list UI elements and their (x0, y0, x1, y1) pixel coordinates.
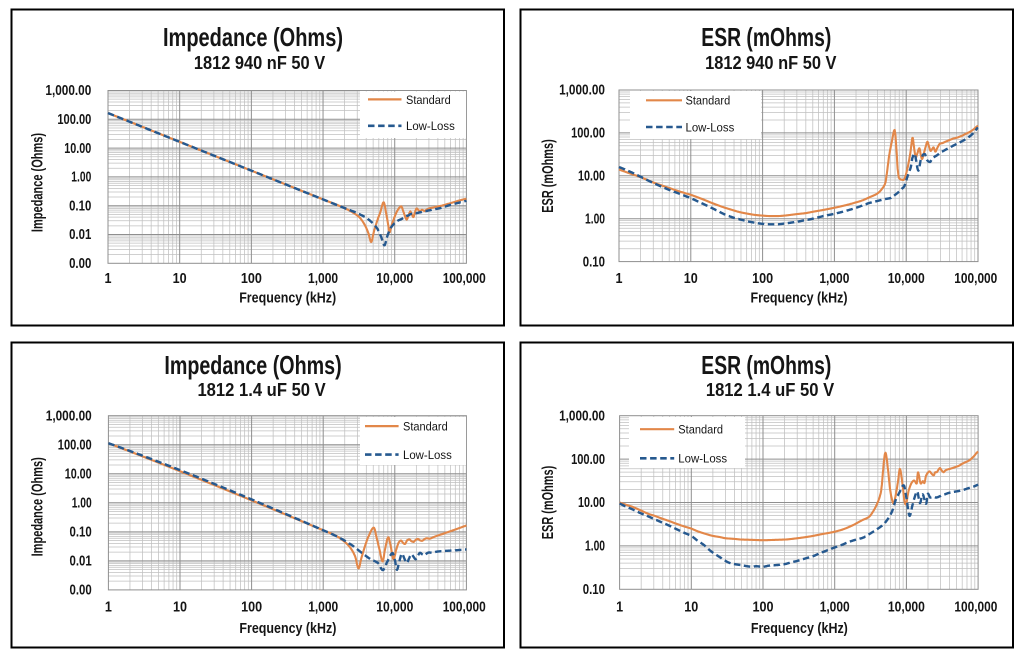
svg-text:ESR (mOhms): ESR (mOhms) (540, 139, 557, 213)
svg-text:1,000: 1,000 (820, 600, 850, 616)
svg-text:0.10: 0.10 (583, 582, 605, 598)
svg-text:1812 940 nF 50 V: 1812 940 nF 50 V (705, 53, 836, 73)
svg-text:0.00: 0.00 (69, 256, 91, 272)
svg-text:Impedance (Ohms): Impedance (Ohms) (163, 22, 343, 52)
svg-text:1: 1 (616, 600, 623, 616)
svg-text:10,000: 10,000 (888, 600, 925, 616)
svg-text:10,000: 10,000 (376, 600, 413, 616)
svg-text:Impedance (Ohms): Impedance (Ohms) (29, 133, 46, 232)
svg-text:10: 10 (173, 271, 187, 287)
svg-text:Frequency (kHz): Frequency (kHz) (751, 620, 848, 637)
svg-text:Low-Loss: Low-Loss (406, 119, 455, 133)
svg-text:Low-Loss: Low-Loss (403, 448, 452, 462)
svg-text:1: 1 (105, 271, 112, 287)
svg-text:Frequency (kHz): Frequency (kHz) (751, 290, 848, 307)
svg-text:Frequency (kHz): Frequency (kHz) (239, 620, 336, 637)
svg-text:10: 10 (684, 271, 698, 287)
svg-text:0.10: 0.10 (69, 198, 91, 214)
svg-text:100: 100 (753, 600, 774, 616)
svg-text:100.00: 100.00 (571, 126, 605, 142)
svg-text:1812 1.4 uF 50 V: 1812 1.4 uF 50 V (197, 380, 325, 400)
svg-text:1,000: 1,000 (308, 600, 338, 616)
svg-text:1,000: 1,000 (308, 271, 338, 287)
svg-text:Frequency (kHz): Frequency (kHz) (239, 290, 336, 307)
svg-text:0.10: 0.10 (583, 254, 605, 270)
svg-text:Standard: Standard (686, 94, 731, 108)
svg-text:100,000: 100,000 (954, 600, 997, 616)
svg-text:1,000: 1,000 (819, 271, 849, 287)
svg-text:100,000: 100,000 (443, 600, 486, 616)
svg-text:10.00: 10.00 (65, 466, 92, 482)
svg-text:10.00: 10.00 (578, 495, 605, 511)
svg-text:ESR (mOhms): ESR (mOhms) (701, 350, 831, 380)
svg-text:0.01: 0.01 (70, 554, 92, 570)
svg-text:Standard: Standard (406, 93, 451, 107)
svg-text:10.00: 10.00 (64, 141, 91, 157)
svg-text:10.00: 10.00 (578, 169, 605, 185)
svg-text:10,000: 10,000 (376, 271, 413, 287)
svg-text:10: 10 (684, 600, 698, 616)
svg-text:Low-Loss: Low-Loss (686, 120, 735, 134)
svg-text:ESR (mOhms): ESR (mOhms) (540, 466, 557, 540)
svg-text:1.00: 1.00 (585, 539, 605, 555)
svg-text:1,000.00: 1,000.00 (46, 408, 92, 424)
svg-text:Standard: Standard (403, 420, 448, 434)
svg-text:1: 1 (105, 600, 112, 616)
svg-text:100.00: 100.00 (58, 437, 92, 453)
svg-text:0.01: 0.01 (69, 227, 91, 243)
svg-text:1.00: 1.00 (72, 495, 92, 511)
svg-text:100.00: 100.00 (57, 112, 91, 128)
svg-text:100,000: 100,000 (443, 271, 486, 287)
svg-text:1,000.00: 1,000.00 (559, 83, 605, 99)
svg-text:Standard: Standard (678, 423, 723, 437)
svg-text:10,000: 10,000 (888, 271, 925, 287)
svg-text:10: 10 (173, 600, 187, 616)
svg-text:Impedance (Ohms): Impedance (Ohms) (29, 457, 46, 556)
svg-text:0.00: 0.00 (70, 583, 92, 599)
svg-text:100,000: 100,000 (954, 271, 997, 287)
svg-text:1,000.00: 1,000.00 (45, 83, 91, 99)
svg-text:100: 100 (241, 600, 262, 616)
svg-text:1,000.00: 1,000.00 (559, 408, 605, 424)
svg-text:Low-Loss: Low-Loss (678, 452, 727, 466)
svg-text:100.00: 100.00 (571, 452, 605, 468)
svg-text:0.10: 0.10 (70, 525, 92, 541)
svg-text:100: 100 (241, 271, 262, 287)
svg-text:1.00: 1.00 (71, 170, 91, 186)
svg-text:1: 1 (616, 271, 623, 287)
svg-text:ESR (mOhms): ESR (mOhms) (701, 22, 831, 52)
svg-text:1812 1.4 uF 50 V: 1812 1.4 uF 50 V (706, 380, 834, 400)
svg-text:1812 940 nF 50 V: 1812 940 nF 50 V (194, 53, 325, 73)
svg-text:1.00: 1.00 (585, 211, 605, 227)
svg-text:100: 100 (752, 271, 773, 287)
svg-text:Impedance (Ohms): Impedance (Ohms) (164, 350, 341, 380)
